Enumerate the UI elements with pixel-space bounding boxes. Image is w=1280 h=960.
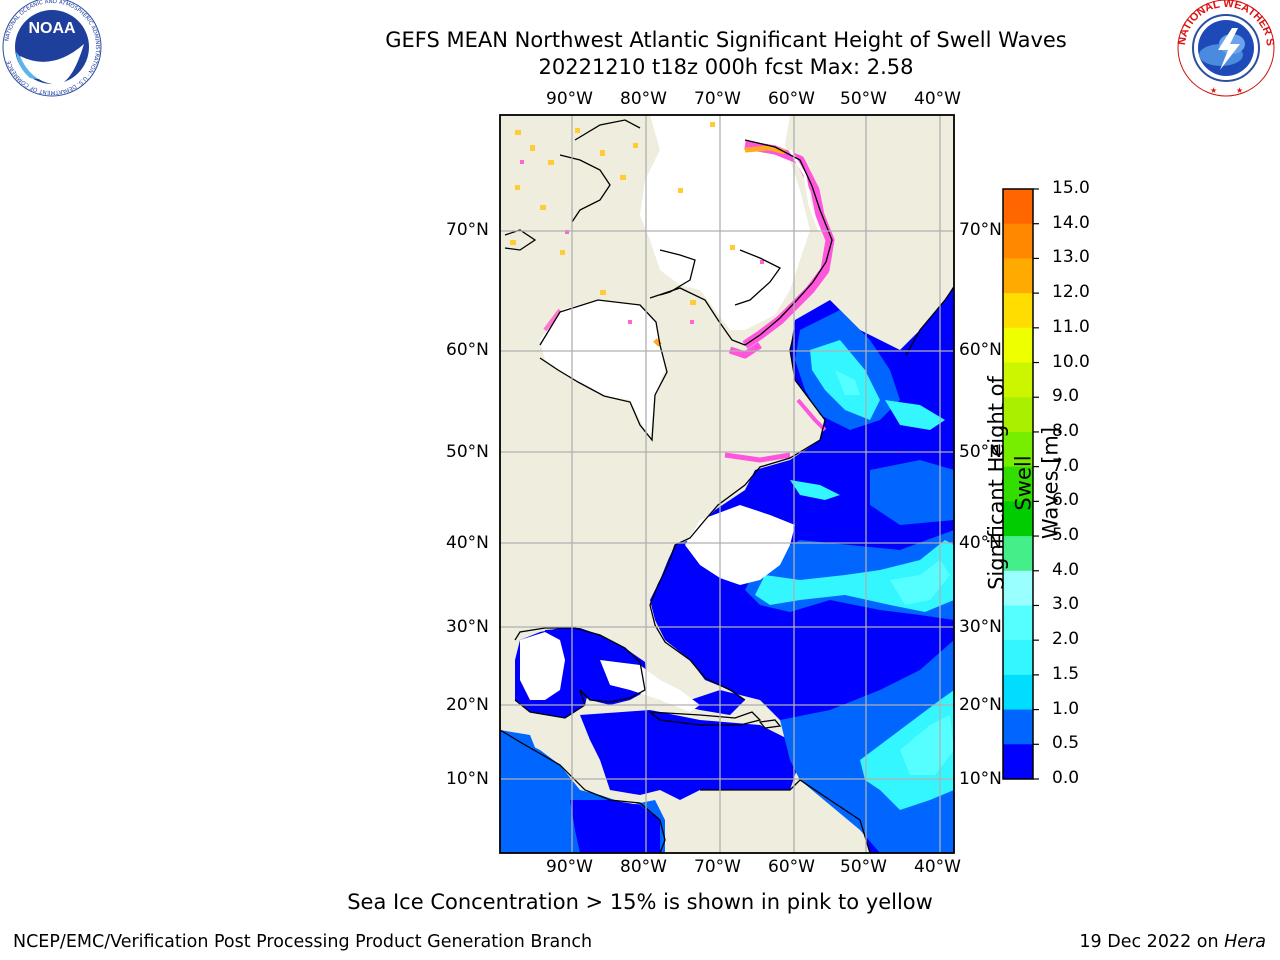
lon-label-top-80w: 80°W xyxy=(620,89,667,109)
colorbar-tick-label: 14.0 xyxy=(1052,212,1090,233)
noaa-logo-text: NOAA xyxy=(28,20,76,37)
lat-label-left-50n: 50°N xyxy=(446,442,489,462)
lon-label-top-90w: 90°W xyxy=(546,89,593,109)
colorbar-tick-label: 1.0 xyxy=(1052,698,1080,719)
colorbar-title-line2: Waves [m] xyxy=(1038,426,1063,540)
colorbar-title: Significant Height of Swell Waves [m] xyxy=(984,368,1065,598)
map-area xyxy=(500,115,954,853)
colorbar-segment xyxy=(1003,744,1033,780)
colorbar-tick-label: 9.0 xyxy=(1052,386,1080,407)
chart-title: GEFS MEAN Northwest Atlantic Significant… xyxy=(385,28,1067,52)
colorbar-tick-label: 7.0 xyxy=(1052,455,1080,476)
lat-label-left-60n: 60°N xyxy=(446,340,489,360)
lat-label-right-20n: 20°N xyxy=(959,695,1002,715)
colorbar-segment xyxy=(1003,709,1033,745)
lon-label-bottom-90w: 90°W xyxy=(546,857,593,877)
lon-label-top-50w: 50°W xyxy=(840,89,887,109)
lon-label-top-60w: 60°W xyxy=(768,89,815,109)
colorbar-tick-label: 11.0 xyxy=(1052,316,1090,337)
colorbar-segment xyxy=(1003,431,1033,468)
colorbar-segment xyxy=(1003,223,1033,259)
map-frame xyxy=(499,114,955,854)
colorbar xyxy=(1003,188,1039,780)
lat-label-left-10n: 10°N xyxy=(446,769,489,789)
lon-label-bottom-70w: 70°W xyxy=(694,857,741,877)
colorbar-tick-label: 3.0 xyxy=(1052,594,1080,615)
colorbar-segment xyxy=(1003,605,1033,641)
colorbar-segment xyxy=(1003,674,1033,711)
colorbar-tick-label: 0.5 xyxy=(1052,733,1080,754)
lon-label-bottom-50w: 50°W xyxy=(840,857,887,877)
caribbean-sea xyxy=(580,710,800,800)
colorbar-tick-label: 8.0 xyxy=(1052,420,1080,441)
colorbar-segment xyxy=(1003,536,1033,572)
lat-label-left-30n: 30°N xyxy=(446,617,489,637)
colorbar-tick-label: 12.0 xyxy=(1052,282,1090,303)
colorbar-segment xyxy=(1003,570,1033,606)
coastlines xyxy=(500,119,954,853)
colorbar-segment xyxy=(1003,640,1033,676)
lat-label-right-50n: 50°N xyxy=(959,442,1002,462)
colorbar-tick-label: 5.0 xyxy=(1052,525,1080,546)
date-text: 19 Dec 2022 on xyxy=(1079,932,1225,952)
colorbar-segment xyxy=(1003,501,1033,537)
colorbar-segment xyxy=(1003,327,1033,364)
colorbar-segment xyxy=(1003,189,1033,225)
colorbar-segment xyxy=(1003,362,1033,398)
svg-text:★: ★ xyxy=(1236,86,1243,95)
lon-label-top-40w: 40°W xyxy=(914,89,961,109)
colorbar-tick-label: 2.0 xyxy=(1052,629,1080,650)
no-data-areas xyxy=(520,115,810,712)
colorbar-segment xyxy=(1003,397,1033,433)
colorbar-tick-label: 1.5 xyxy=(1052,663,1080,684)
lat-label-right-40n: 40°N xyxy=(959,533,1002,553)
arctic-ice-specks xyxy=(510,122,735,305)
sea-ice-note: Sea Ice Concentration > 15% is shown in … xyxy=(347,890,933,914)
pacific-deep xyxy=(570,800,660,853)
colorbar-segment xyxy=(1003,466,1033,502)
generation-date: 19 Dec 2022 on Hera xyxy=(1079,932,1266,952)
colorbar-title-line1: Significant Height of Swell xyxy=(984,376,1036,590)
lat-label-right-60n: 60°N xyxy=(959,340,1002,360)
noaa-logo: NOAA NATIONAL OCEANIC AND ATMOSPHERIC AD… xyxy=(2,0,102,97)
machine-name: Hera xyxy=(1224,932,1266,952)
colorbar-segment xyxy=(1003,258,1033,294)
nws-logo: NATIONAL WEATHER SERVICE ★ ★ xyxy=(0,0,1276,97)
lat-label-left-70n: 70°N xyxy=(446,220,489,240)
lon-label-bottom-40w: 40°W xyxy=(914,857,961,877)
nws-ring-text: NATIONAL WEATHER SERVICE xyxy=(0,0,1276,47)
colorbar-tick-label: 4.0 xyxy=(1052,559,1080,580)
lat-label-left-40n: 40°N xyxy=(446,533,489,553)
colorbar-tick-label: 6.0 xyxy=(1052,490,1080,511)
colorbar-tick-label: 0.0 xyxy=(1052,768,1080,788)
lon-label-bottom-80w: 80°W xyxy=(620,857,667,877)
lat-label-right-10n: 10°N xyxy=(959,769,1002,789)
lat-label-right-30n: 30°N xyxy=(959,617,1002,637)
colorbar-segment xyxy=(1003,293,1033,329)
lon-label-bottom-60w: 60°W xyxy=(768,857,815,877)
lat-label-left-20n: 20°N xyxy=(446,695,489,715)
arctic-ice-specks-pink xyxy=(520,160,764,324)
colorbar-frame xyxy=(1002,188,1034,780)
credit-line: NCEP/EMC/Verification Post Processing Pr… xyxy=(13,932,593,952)
svg-text:★: ★ xyxy=(1210,86,1217,95)
chart-subtitle: 20221210 t18z 000h fcst Max: 2.58 xyxy=(538,55,914,79)
graticule xyxy=(500,115,954,853)
lon-label-top-70w: 70°W xyxy=(694,89,741,109)
colorbar-tick-label: 15.0 xyxy=(1052,178,1090,198)
colorbar-tick-label: 10.0 xyxy=(1052,351,1090,372)
colorbar-tick-label: 13.0 xyxy=(1052,247,1090,268)
lat-label-right-70n: 70°N xyxy=(959,220,1002,240)
